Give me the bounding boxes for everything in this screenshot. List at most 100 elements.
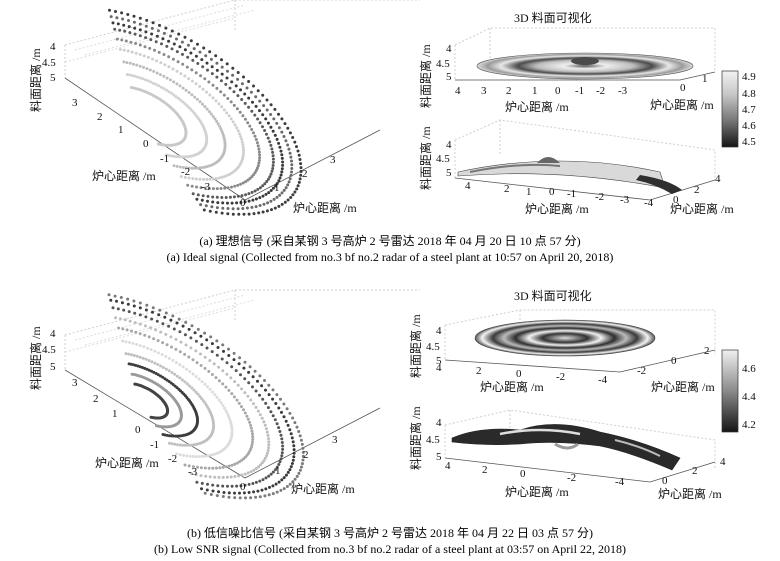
scatter-point	[286, 470, 290, 474]
scatter-point	[271, 150, 275, 154]
scatter-point	[279, 457, 283, 461]
scatter-point	[201, 399, 205, 403]
scatter-point	[155, 59, 159, 63]
scatter-point	[295, 425, 299, 429]
scatter-point	[288, 177, 292, 181]
scatter-point	[271, 492, 275, 496]
ztick: 5	[436, 355, 442, 367]
scatter-point	[197, 455, 201, 459]
scatter-point	[248, 177, 252, 180]
scatter-point	[186, 55, 190, 59]
caption-a-en: (a) Ideal signal (Collected from no.3 bf…	[166, 250, 614, 264]
scatter-point	[239, 373, 242, 377]
scatter-point	[273, 418, 277, 422]
scatter-point	[205, 90, 208, 94]
scatter-point	[132, 20, 136, 24]
scatter-point	[186, 43, 190, 47]
scatter-point	[239, 201, 243, 204]
scatter-point	[254, 168, 258, 172]
scatter-point	[286, 183, 290, 187]
scatter-point	[261, 93, 265, 97]
scatter-point	[262, 202, 266, 206]
scatter-point	[189, 107, 193, 111]
scatter-point	[297, 430, 301, 433]
scatter-point	[275, 195, 279, 199]
scatter-point	[283, 122, 287, 126]
scatter-point	[187, 77, 191, 81]
scatter-point	[270, 169, 274, 173]
scatter-point	[233, 123, 237, 127]
ytick: -3	[201, 181, 211, 193]
scatter-point	[301, 458, 305, 462]
scatter-point	[229, 117, 233, 121]
scatter-point	[274, 482, 278, 486]
scatter-point	[157, 351, 160, 355]
scatter-point	[196, 42, 199, 46]
scatter-point	[161, 341, 165, 345]
scatter-point	[214, 177, 218, 181]
scatter-point	[120, 301, 124, 305]
scatter-point	[262, 104, 266, 108]
scatter-point	[228, 86, 232, 90]
scatter-point	[220, 175, 224, 179]
scatter-point	[285, 407, 289, 411]
scatter-point	[229, 100, 233, 104]
scatter-point	[221, 475, 225, 479]
scatter-point	[155, 34, 159, 38]
scatter-point	[171, 358, 175, 362]
scatter-point	[118, 47, 122, 51]
xtick: -2	[567, 472, 576, 484]
scatter-point	[199, 474, 203, 478]
scatter-point	[153, 48, 156, 52]
ytick: 3	[72, 97, 78, 109]
scatter-point	[278, 176, 282, 180]
scatter-point	[187, 176, 191, 180]
scatter-point	[191, 465, 195, 469]
xtick: -4	[615, 476, 625, 488]
scatter-point	[157, 84, 161, 88]
scatter-point	[126, 302, 130, 306]
scatter-point	[298, 177, 302, 181]
scatter-point	[271, 129, 275, 133]
scatter-point	[183, 443, 187, 447]
scatter-point	[205, 338, 209, 342]
scatter-point	[125, 61, 129, 65]
scatter-point	[195, 480, 199, 484]
scatter-point	[220, 196, 224, 199]
scatter-point	[300, 442, 304, 446]
scatter-point	[156, 373, 160, 377]
scatter-point	[270, 208, 273, 212]
scatter-point	[211, 489, 215, 493]
scatter-point	[186, 183, 190, 187]
scatter-point	[220, 105, 224, 109]
xtick: 2	[504, 183, 510, 195]
scatter-point	[263, 423, 267, 427]
scatter-point	[128, 319, 132, 323]
scatter-point	[254, 495, 258, 499]
scatter-point	[176, 443, 179, 447]
scatter-point	[256, 187, 260, 191]
scatter-point	[206, 199, 209, 203]
scatter-point	[199, 364, 203, 367]
scatter-point	[221, 495, 225, 498]
panel-a-left-plot: 4 4.5 5 3 2 1 0 -1 -2 -3 0 1 2 3 炉心距离 /m…	[28, 0, 420, 216]
scatter-point	[269, 199, 273, 203]
x-axis-label: 炉心距离 /m	[505, 484, 569, 499]
scatter-point	[138, 43, 142, 47]
scatter-point	[266, 433, 270, 437]
y-axis-label: 炉心距离 /m	[293, 200, 357, 215]
scatter-point	[167, 441, 171, 445]
scatter-point	[162, 53, 166, 56]
scatter-point	[288, 411, 292, 415]
scatter-point	[174, 337, 178, 341]
scatter-point	[291, 440, 295, 444]
xtick: 3	[330, 154, 336, 166]
scatter-point	[251, 435, 255, 439]
scatter-point	[242, 408, 245, 412]
scatter-point	[188, 384, 192, 388]
scatter-point	[206, 385, 209, 389]
scatter-point	[234, 84, 238, 88]
scatter-point	[220, 211, 224, 215]
ytick: -2	[181, 166, 190, 178]
scatter-point	[228, 419, 232, 423]
